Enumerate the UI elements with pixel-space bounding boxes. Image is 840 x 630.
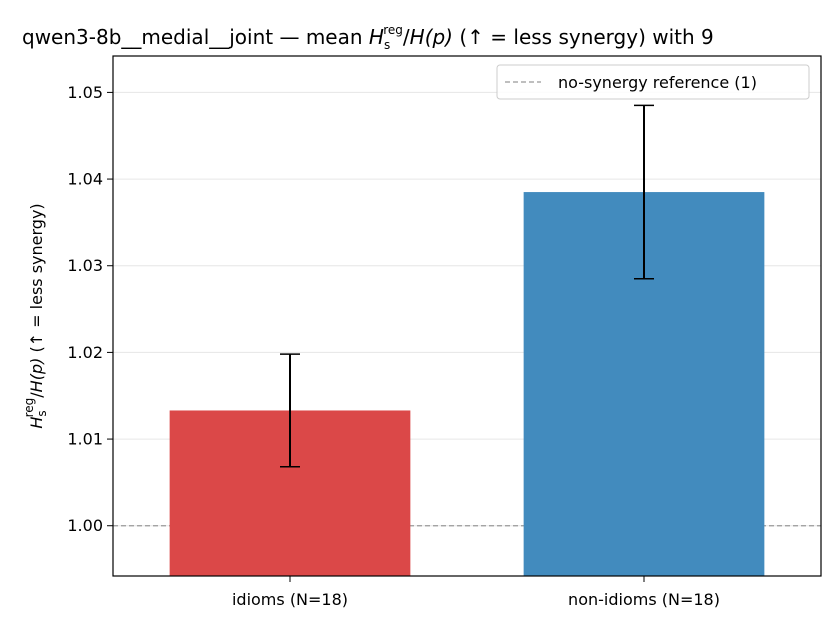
y-tick-label: 1.02 — [67, 343, 103, 362]
bars — [169, 192, 765, 577]
legend: no-synergy reference (1) — [496, 64, 810, 100]
axes-frame — [112, 55, 822, 577]
y-tick-label: 1.03 — [67, 256, 103, 275]
chart-title: qwen3-8b__medial__joint — mean Hsreg/H(p… — [22, 23, 714, 52]
y-tick-label: 1.01 — [67, 430, 103, 449]
error-bars — [280, 104, 654, 468]
y-tick-label: 1.00 — [67, 516, 103, 535]
x-tick-label: non-idioms (N=18) — [568, 590, 720, 609]
legend-box — [496, 64, 810, 100]
y-tick-label: 1.04 — [67, 170, 103, 189]
x-tick-label: idioms (N=18) — [232, 590, 348, 609]
y-tick-label: 1.05 — [67, 83, 103, 102]
y-axis-label: Hsreg/H(p) (↑ = less synergy) — [22, 203, 49, 428]
y-axis-ticks: 1.00 1.01 1.02 1.03 1.04 1.05 — [67, 83, 113, 535]
x-axis-ticks: idioms (N=18) non-idioms (N=18) — [232, 576, 720, 609]
error-bar — [280, 353, 300, 468]
error-bar — [634, 104, 654, 280]
legend-reference-label: no-synergy reference (1) — [558, 73, 757, 92]
